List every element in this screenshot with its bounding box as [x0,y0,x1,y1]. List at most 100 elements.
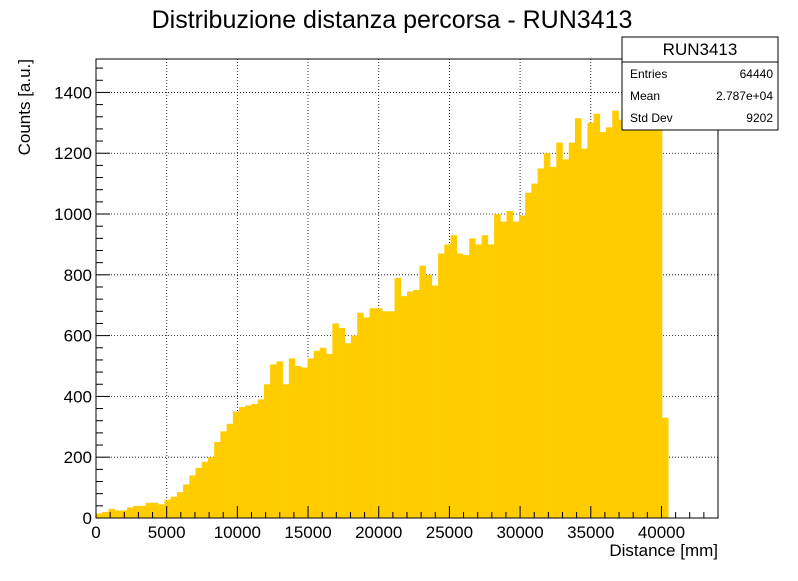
histogram-bar [624,98,632,519]
histogram-bar [139,505,147,518]
histogram-bar [170,496,178,518]
tick-labels: 0 5000 10000 15000 20000 25000 30000 35000 40000… [54,83,685,542]
histogram-bar [630,80,638,519]
histogram-bar [649,125,657,518]
stats-box: RUN3413 Entries 64440 Mean 2.787e+04 Std… [621,36,779,131]
histogram-bar [239,407,246,518]
histogram-bar [537,168,545,518]
histogram-bar [431,285,439,518]
chart-title: Distribuzione distanza percorsa - RUN341… [152,6,633,34]
histogram-bar [506,210,514,518]
histogram-bar [413,290,420,518]
histogram-bar [574,118,582,518]
histogram-bar [599,131,607,518]
histogram-bar [568,142,576,518]
x-tick-label: 15000 [284,523,331,542]
histogram-bar [382,311,389,518]
x-tick-label: 35000 [567,523,614,542]
histogram-bar [145,502,153,518]
y-tick-label: 0 [83,509,92,528]
histogram-bar [357,312,364,518]
y-tick-label: 800 [64,266,92,285]
x-tick-label: 30000 [496,523,543,542]
histogram-bar [133,505,140,518]
histogram-bar [369,308,377,518]
histogram-bar [643,83,650,519]
histogram-bar [456,253,464,519]
histogram-bar [450,235,458,519]
y-tick-label: 1000 [54,205,92,224]
histogram-bar [481,235,489,519]
histogram-bars [96,80,669,519]
histogram-bar [232,411,240,518]
histogram-bar [363,317,370,518]
histogram-bar [189,475,196,518]
x-tick-label: 25000 [426,523,473,542]
histogram-bar [263,384,271,518]
histogram-bar [612,110,619,518]
histogram-bar [207,457,215,518]
histogram-bar [512,221,520,518]
x-tick-label: 20000 [355,523,402,542]
stats-box-frame [621,36,779,131]
histogram-bar [344,343,352,518]
histogram-bar [556,142,563,518]
histogram-bar [176,492,184,518]
histogram-bar [201,461,209,518]
histogram-bar [543,153,551,518]
histogram-bar [332,323,339,518]
histogram-bar [469,238,476,519]
histogram-bar [462,255,470,518]
histogram-bar [593,113,601,518]
histogram-bar [326,353,333,518]
x-axis-label: Distance [mm] [609,541,718,560]
histogram-bar [419,265,426,518]
y-tick-label: 400 [64,387,92,406]
histogram-bar [375,308,383,518]
histogram-bar [531,183,538,518]
histogram-bar [183,484,190,518]
histogram-bar [226,423,234,518]
tick-marks [95,67,719,519]
histogram-bar [114,510,122,518]
histogram-bar [475,244,482,519]
histogram-bar [655,113,663,518]
stats-entries-value: 64440 [740,67,774,81]
histogram-bar [581,148,588,518]
histogram-bar [487,244,495,519]
stats-mean-value: 2.787e+04 [716,89,773,103]
stats-mean-label: Mean [630,89,660,103]
histogram-bar [562,159,570,518]
histogram-bar [400,296,408,518]
histogram-bar [394,277,402,518]
histogram-bar [351,335,358,518]
stats-box-title: RUN3413 [663,40,738,59]
histogram-bar [295,366,302,518]
histogram-bar [195,467,203,518]
histogram-bar [158,504,165,518]
histogram-bar [301,367,308,518]
histogram-bar [637,116,644,518]
histogram-bar [313,350,321,518]
histogram-bar [550,166,557,519]
x-tick-label: 0 [91,523,100,542]
histogram-bar [425,274,433,518]
y-tick-label: 1400 [54,83,92,102]
histogram-bar [108,508,115,518]
histogram-bar [257,399,265,518]
histogram-bar [220,431,227,518]
histogram-bar [276,361,283,518]
histogram-bar [525,192,532,518]
histogram-bar [96,513,103,518]
histogram-bar [438,253,445,519]
stats-stddev-value: 9202 [746,111,773,125]
x-tick-label: 5000 [148,523,186,542]
x-tick-label: 40000 [638,523,685,542]
histogram-bar [518,215,526,518]
y-tick-label: 600 [64,327,92,346]
histogram-bar [102,511,109,518]
histogram-bar [606,127,613,518]
histogram-bar [270,364,277,518]
